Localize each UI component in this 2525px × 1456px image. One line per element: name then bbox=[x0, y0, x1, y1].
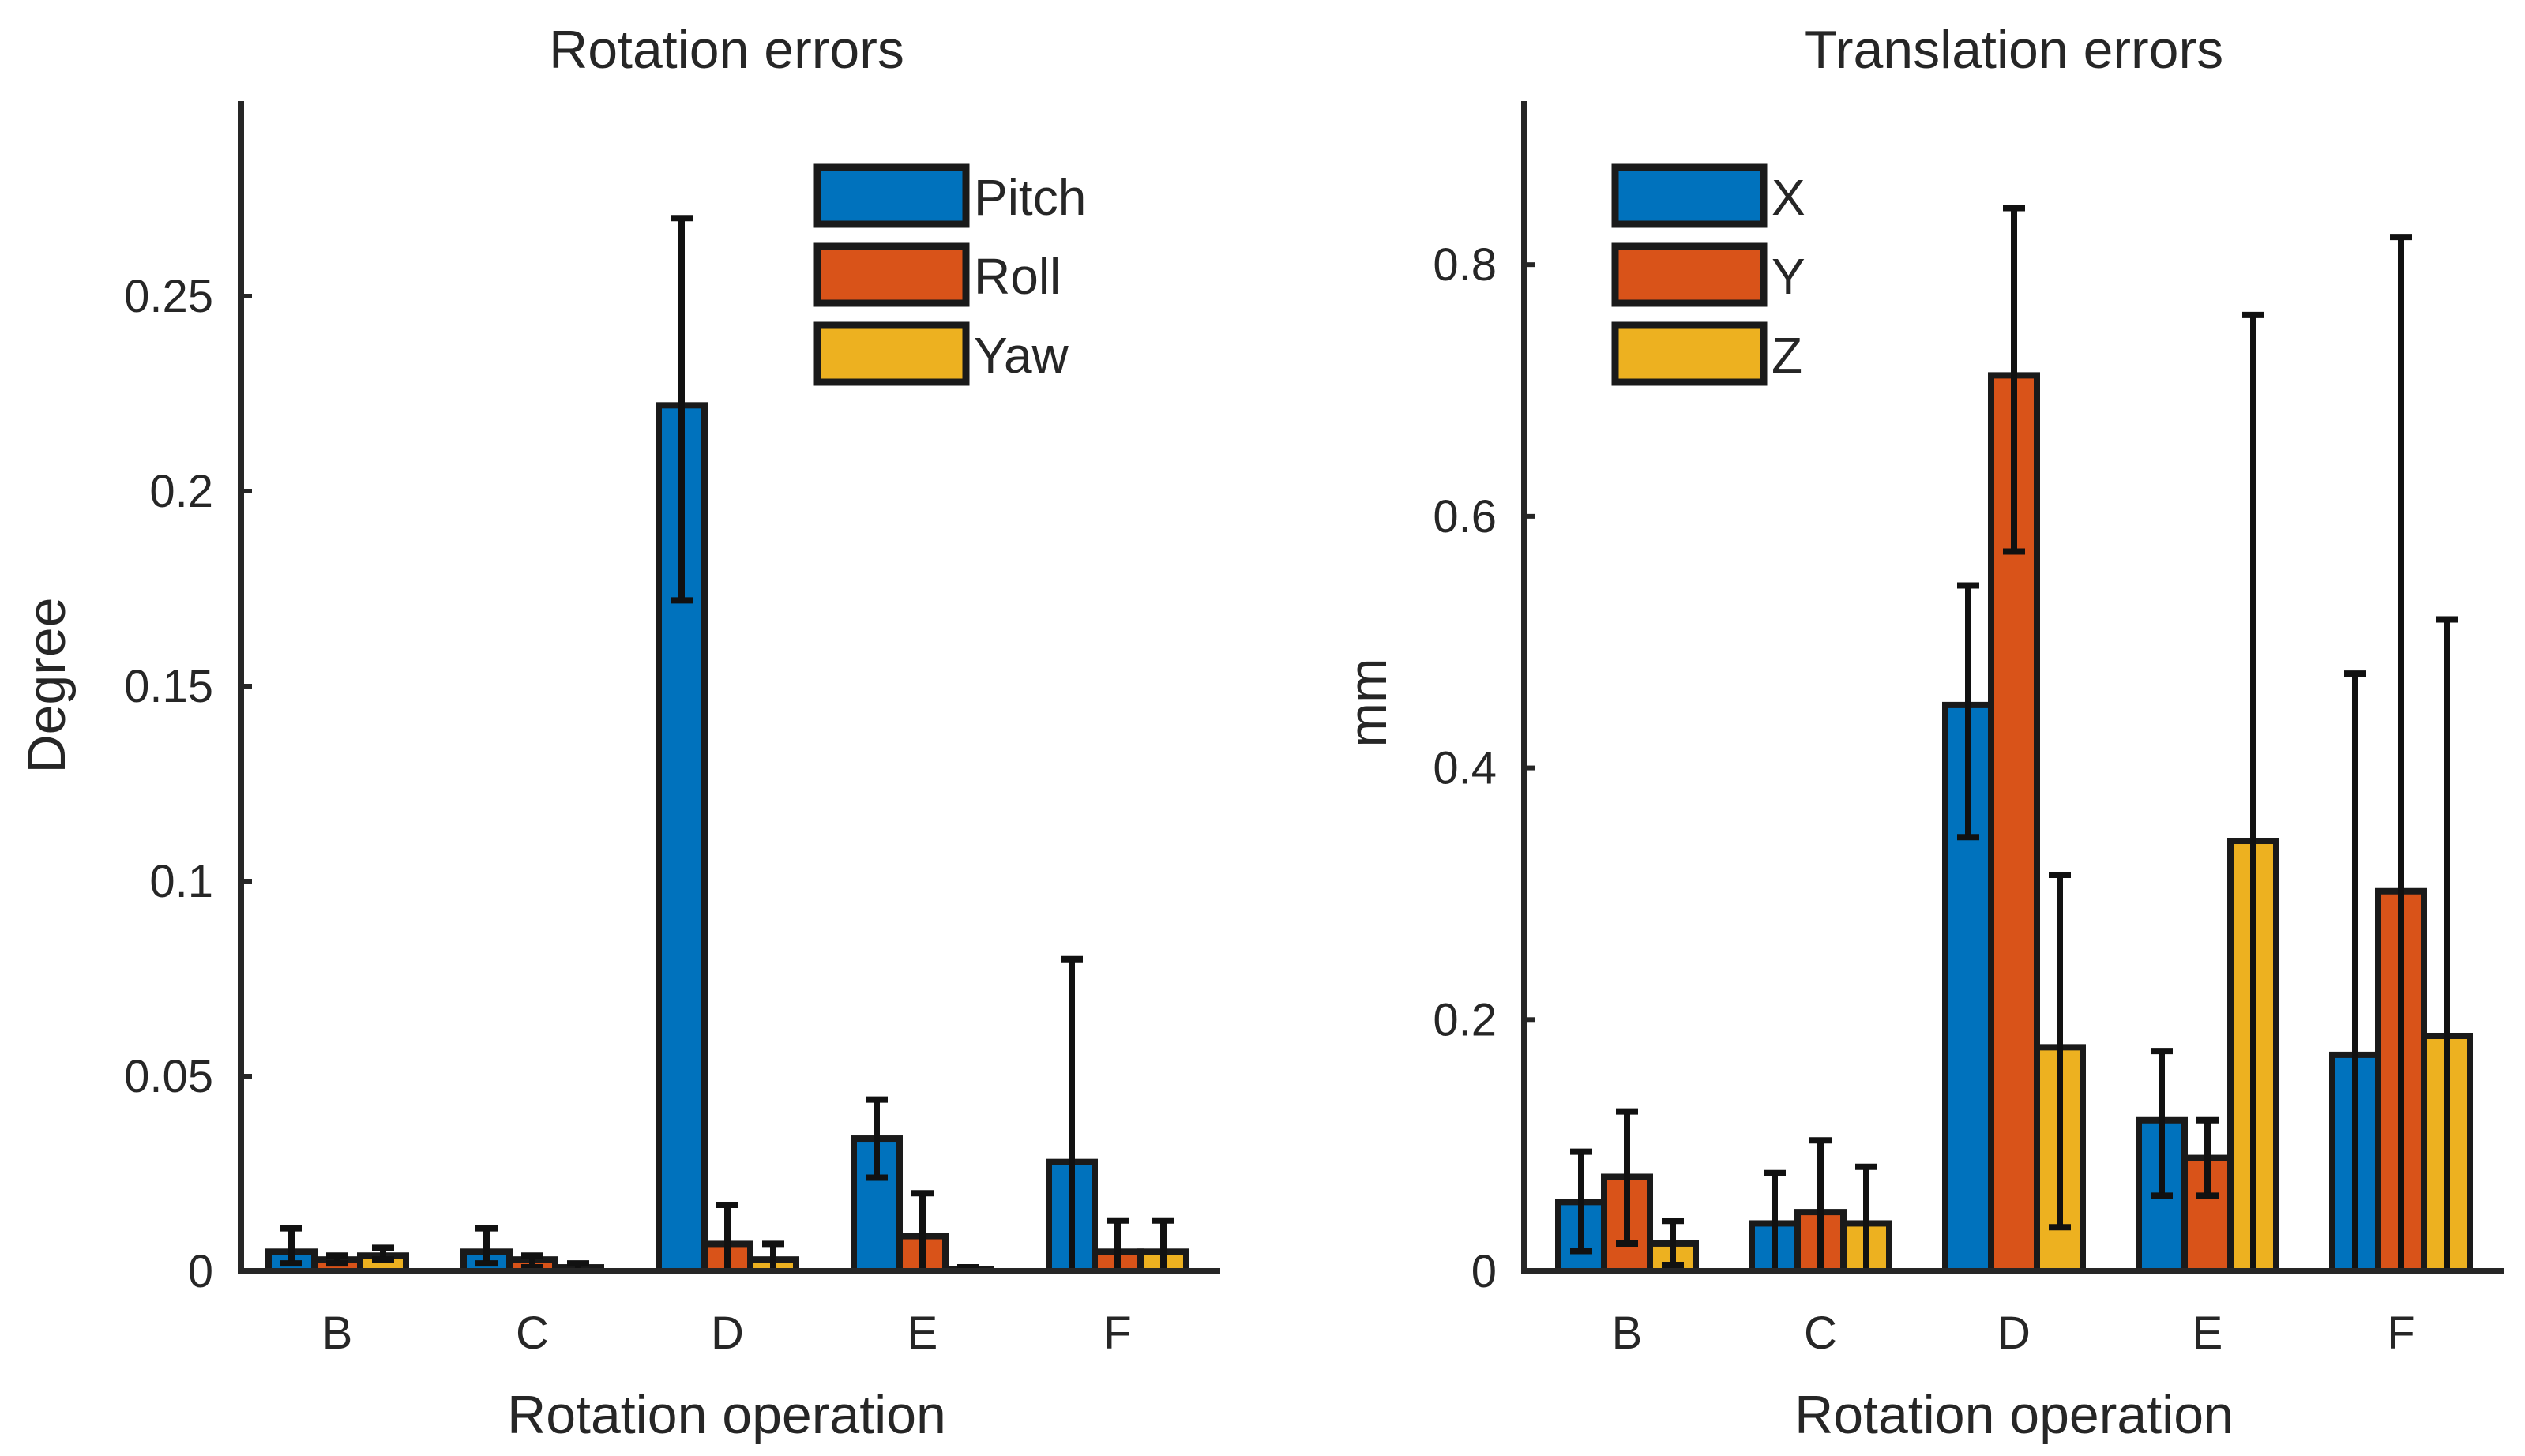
y-tick-label: 0.1 bbox=[149, 856, 213, 907]
axes-lines bbox=[238, 101, 1220, 1274]
x-axis-label: Rotation operation bbox=[1794, 1385, 2234, 1445]
y-tick-label: 0 bbox=[1471, 1246, 1497, 1297]
chart-title: Translation errors bbox=[1805, 20, 2223, 80]
legend-label-z: Z bbox=[1772, 327, 1802, 384]
legend-swatch-y bbox=[1611, 242, 1768, 307]
legend: Pitch Roll Yaw bbox=[813, 163, 1086, 386]
error-bars bbox=[1570, 205, 2458, 1274]
y-axis-label: Degree bbox=[17, 597, 77, 773]
x-axis-label: Rotation operation bbox=[507, 1385, 946, 1445]
x-tick-label: F bbox=[2387, 1308, 2414, 1359]
y-tick-label: 0.4 bbox=[1433, 743, 1497, 794]
legend-label-roll: Roll bbox=[974, 248, 1061, 305]
y-tick-label: 0.15 bbox=[124, 661, 213, 712]
x-tick-label: E bbox=[907, 1308, 938, 1359]
x-tick-label: E bbox=[2192, 1308, 2223, 1359]
legend-swatch-yaw bbox=[813, 321, 970, 386]
y-axis-label: mm bbox=[1338, 658, 1398, 747]
y-tick-label: 0 bbox=[188, 1246, 213, 1297]
legend-swatch-z bbox=[1611, 321, 1768, 386]
y-tick-label: 0.2 bbox=[149, 466, 213, 517]
rotation-errors-chart: Rotation errors Rotation operation Degre… bbox=[17, 20, 1220, 1445]
legend-label-y: Y bbox=[1772, 248, 1805, 305]
x-tick-label: D bbox=[1997, 1308, 2031, 1359]
x-tick-label: C bbox=[516, 1308, 549, 1359]
legend-swatch-roll bbox=[813, 242, 970, 307]
legend-label-x: X bbox=[1772, 169, 1805, 226]
legend: X Y Z bbox=[1611, 163, 1805, 386]
y-tick-label: 0.2 bbox=[1433, 994, 1497, 1045]
y-tick-label: 0.05 bbox=[124, 1051, 213, 1102]
y-axis-ticks: 0 0.05 0.1 0.15 0.2 0.25 bbox=[124, 271, 252, 1297]
axes-lines bbox=[1521, 101, 2504, 1274]
x-tick-label: B bbox=[322, 1308, 353, 1359]
y-axis-ticks: 0 0.2 0.4 0.6 0.8 bbox=[1433, 239, 1535, 1297]
x-tick-label: F bbox=[1103, 1308, 1131, 1359]
y-tick-label: 0.6 bbox=[1433, 491, 1497, 542]
y-tick-label: 0.8 bbox=[1433, 239, 1497, 291]
x-tick-label: B bbox=[1612, 1308, 1643, 1359]
legend-swatch-pitch bbox=[813, 163, 970, 228]
chart-title: Rotation errors bbox=[549, 20, 904, 80]
x-axis-ticks: B C D E F bbox=[322, 1308, 1132, 1359]
x-tick-label: D bbox=[711, 1308, 744, 1359]
legend-swatch-x bbox=[1611, 163, 1768, 228]
legend-label-yaw: Yaw bbox=[974, 327, 1069, 384]
x-tick-label: C bbox=[1804, 1308, 1837, 1359]
x-axis-ticks: B C D E F bbox=[1612, 1308, 2415, 1359]
translation-errors-chart: Translation errors Rotation operation mm… bbox=[1338, 20, 2504, 1445]
legend-label-pitch: Pitch bbox=[974, 169, 1086, 226]
y-tick-label: 0.25 bbox=[124, 271, 213, 322]
